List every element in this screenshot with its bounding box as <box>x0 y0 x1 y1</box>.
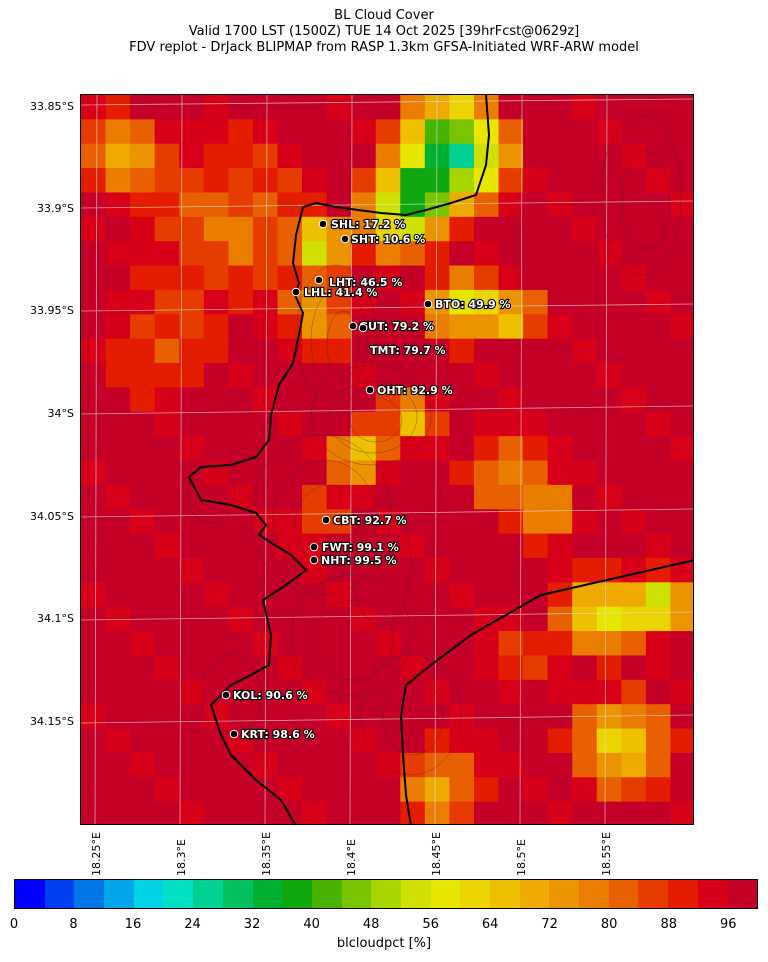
colorbar-swatch <box>163 880 194 908</box>
site-label-gut: GUT: 79.2 % <box>359 320 434 333</box>
site-marker-shl <box>318 219 328 229</box>
site-marker-fwt <box>309 542 319 552</box>
site-marker-tmt <box>358 323 368 333</box>
lat-tick-label: 33.95°S <box>30 304 74 317</box>
site-label-oht: OHT: 92.9 % <box>377 384 453 397</box>
colorbar-swatch <box>638 880 669 908</box>
colorbar-swatch <box>44 880 75 908</box>
colorbar-swatch <box>371 880 401 908</box>
lat-tick-label: 34°S <box>47 407 74 420</box>
colorbar-swatch <box>282 880 312 908</box>
colorbar-swatch <box>400 880 431 908</box>
colorbar-swatch <box>727 880 758 908</box>
colorbar-tick-label: 96 <box>719 917 737 932</box>
colorbar-tick-label: 48 <box>362 917 380 932</box>
cloud-cover-map: SHL: 17.2 % SHT: 10.6 % LHT: 46.5 % LHL: 41… <box>80 94 694 825</box>
colorbar-tick-label: 32 <box>243 917 261 932</box>
colorbar <box>14 879 758 909</box>
colorbar-swatch <box>668 880 698 908</box>
colorbar-tick-label: 72 <box>541 917 558 932</box>
colorbar-swatch <box>222 880 253 908</box>
site-label-fwt: FWT: 99.1 % <box>322 541 399 554</box>
colorbar-swatch <box>460 880 490 908</box>
site-label-kol: KOL: 90.6 % <box>233 689 308 702</box>
lon-tick-label: 18.5°E <box>515 839 528 876</box>
colorbar-tick-label: 0 <box>9 917 19 932</box>
site-marker-lhl <box>291 287 301 297</box>
colorbar-label: blcloudpct [%] <box>336 936 432 951</box>
site-markers: SHL: 17.2 % SHT: 10.6 % LHT: 46.5 %LHL: 41… <box>221 217 512 742</box>
map-title: BL Cloud Cover <box>334 8 434 23</box>
colorbar-swatch <box>608 880 639 908</box>
lat-tick-label: 34.05°S <box>30 510 74 523</box>
site-marker-sht <box>340 234 350 244</box>
colorbar-swatch <box>697 880 728 908</box>
lon-tick-label: 18.3°E <box>175 839 188 876</box>
map-subtitle-model: FDV replot - DrJack BLIPMAP from RASP 1.… <box>129 40 639 55</box>
colorbar-swatch <box>430 880 461 908</box>
map-subtitle-valid: Valid 1700 LST (1500Z) TUE 14 Oct 2025 [… <box>188 24 580 39</box>
site-label-lht: LHT: 46.5 % <box>329 276 402 289</box>
lat-tick-label: 33.85°S <box>30 100 74 113</box>
lat-tick-label: 34.15°S <box>30 715 74 728</box>
map-canvas: SHL: 17.2 % SHT: 10.6 % LHT: 46.5 %LHL: 41… <box>81 95 693 824</box>
site-marker-oht <box>365 385 375 395</box>
site-label-lhl: LHL: 41.4 % <box>304 286 377 299</box>
colorbar-swatch <box>311 880 342 908</box>
colorbar-swatch <box>549 880 580 908</box>
lat-tick-label: 33.9°S <box>37 202 74 215</box>
colorbar-tick-label: 40 <box>303 917 320 932</box>
colorbar-tick-label: 88 <box>660 917 677 932</box>
colorbar-tick-label: 80 <box>600 917 618 932</box>
lon-tick-label: 18.55°E <box>600 832 613 876</box>
colorbar-tick-label: 8 <box>69 917 78 932</box>
colorbar-swatch <box>74 880 105 908</box>
lon-tick-label: 18.4°E <box>345 839 358 876</box>
colorbar-swatch <box>490 880 520 908</box>
lat-tick-label: 34.1°S <box>37 612 74 625</box>
site-marker-lht <box>314 275 324 285</box>
lon-tick-label: 18.25°E <box>90 832 103 876</box>
site-marker-nht <box>309 555 319 565</box>
colorbar-swatch <box>15 880 45 908</box>
site-label-cbt: CBT: 92.7 % <box>333 514 407 527</box>
site-marker-kol <box>221 690 231 700</box>
site-label-nht: NHT: 99.5 % <box>321 554 397 567</box>
graticule-lines <box>81 95 693 824</box>
site-marker-cbt <box>321 515 331 525</box>
site-marker-krt <box>229 729 239 739</box>
lon-tick-label: 18.45°E <box>430 832 443 876</box>
site-marker-bto <box>423 299 433 309</box>
colorbar-tick-label: 24 <box>184 917 201 932</box>
site-label-sht: SHT: 10.6 % <box>351 233 425 246</box>
site-label-shl: SHL: 17.2 % <box>331 218 405 231</box>
colorbar-swatch <box>104 880 134 908</box>
colorbar-swatch <box>579 880 609 908</box>
colorbar-tick-label: 64 <box>481 917 499 932</box>
site-label-tmt: TMT: 79.7 % <box>370 344 446 357</box>
site-marker-gut <box>348 321 358 331</box>
site-label-krt: KRT: 98.6 % <box>241 728 315 741</box>
colorbar-swatch <box>193 880 223 908</box>
colorbar-tick-label: 56 <box>422 917 439 932</box>
colorbar-swatch <box>252 880 283 908</box>
colorbar-swatch <box>133 880 164 908</box>
terrain-contours <box>186 114 682 776</box>
site-label-bto: BTO: 49.9 % <box>435 298 510 311</box>
colorbar-swatch <box>341 880 372 908</box>
lon-tick-label: 18.35°E <box>260 832 273 876</box>
colorbar-tick-label: 16 <box>124 917 142 932</box>
colorbar-swatch <box>519 880 550 908</box>
coastline <box>187 95 693 824</box>
